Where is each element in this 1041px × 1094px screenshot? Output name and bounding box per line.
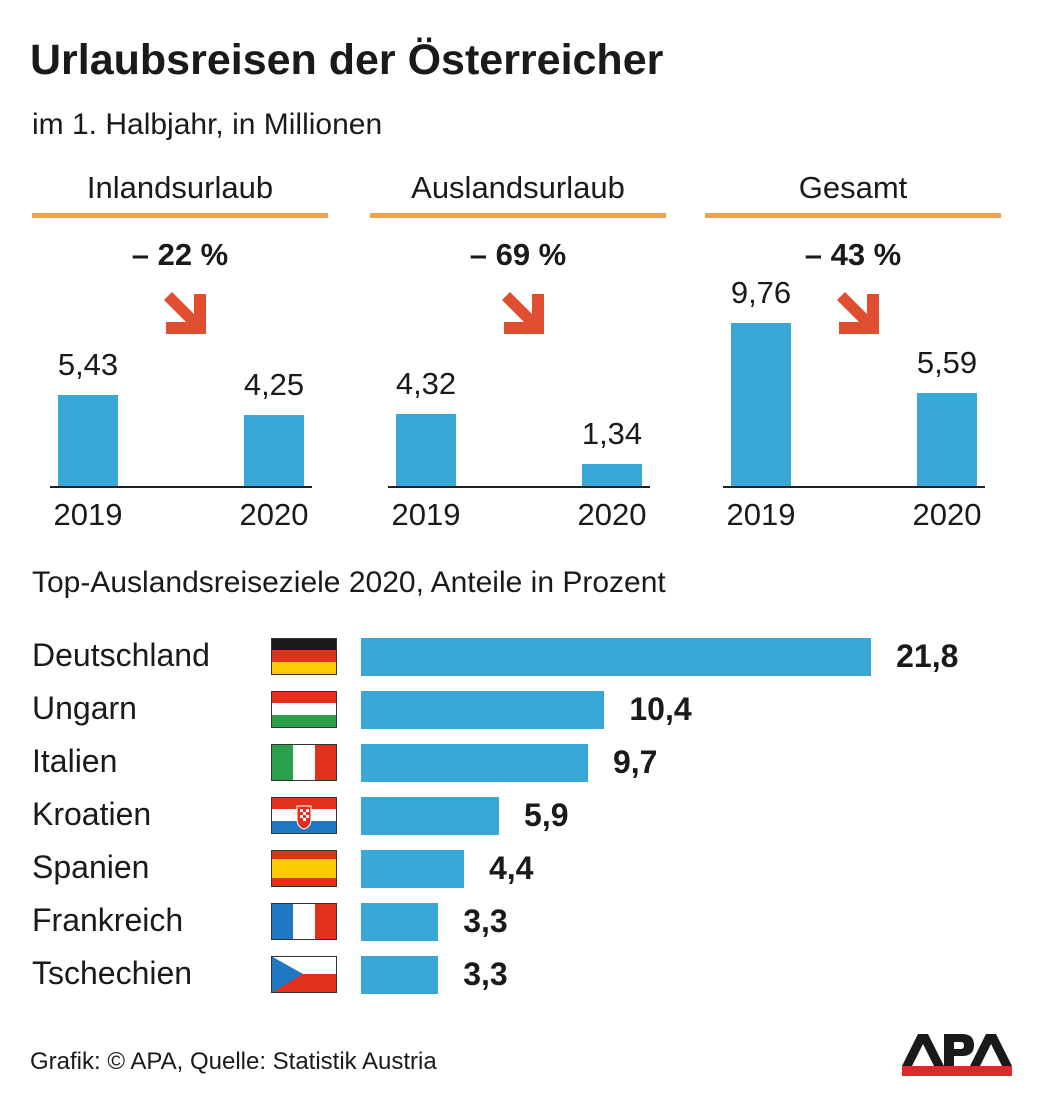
down-arrow-icon [164, 292, 206, 334]
country-label: Tschechien [32, 955, 193, 991]
country-label: Italien [32, 743, 118, 779]
country-label: Kroatien [32, 796, 152, 832]
value-label: 4,32 [395, 365, 457, 401]
bar-2020 [917, 392, 977, 486]
country-label: Ungarn [32, 690, 137, 726]
hbar-Kroatien [361, 797, 500, 835]
flag-italy-icon [271, 744, 337, 781]
value-label: 4,4 [488, 850, 534, 886]
value-label: 5,43 [57, 347, 119, 383]
panel-underline [705, 213, 1001, 218]
panel-title: Inlandsurlaub [86, 170, 274, 205]
down-arrow-icon [837, 292, 879, 334]
year-label: 2020 [239, 497, 309, 532]
value-label: 10,4 [629, 691, 692, 727]
value-label: 5,59 [916, 344, 978, 380]
source-note: Grafik: © APA, Quelle: Statistik Austria [30, 1048, 437, 1075]
panel-underline [32, 213, 328, 218]
country-label: Spanien [32, 849, 150, 885]
panel-underline [370, 213, 666, 218]
year-label: 2019 [726, 497, 796, 532]
year-label: 2020 [577, 497, 647, 532]
flag-hungary-icon [271, 691, 337, 728]
bar-chart-title: Top-Auslandsreiseziele 2020, Anteile in … [32, 566, 666, 599]
country-label: Frankreich [32, 902, 184, 938]
hbar-Tschechien [361, 956, 439, 994]
flag-croatia-icon [271, 797, 337, 834]
year-label: 2019 [53, 497, 123, 532]
hbar-Spanien [361, 850, 464, 888]
value-label: 9,7 [612, 744, 658, 780]
axis-line [723, 486, 985, 488]
country-label: Deutschland [32, 637, 210, 673]
apa-logo [902, 1034, 1012, 1076]
down-arrow-icon [502, 292, 544, 334]
hbar-Deutschland [361, 638, 872, 676]
bar-2019 [731, 323, 791, 486]
axis-line [388, 486, 650, 488]
hbar-Ungarn [361, 691, 605, 729]
bar-2019 [58, 395, 118, 486]
change-label: – 22 % [131, 237, 229, 272]
value-label: 3,3 [463, 903, 508, 939]
year-label: 2019 [391, 497, 461, 532]
value-label: 5,9 [524, 797, 569, 833]
bar-2020 [244, 415, 304, 486]
hbar-Italien [361, 744, 588, 782]
bar-2020 [582, 463, 642, 486]
value-label: 4,25 [243, 367, 305, 403]
panel-title: Auslandsurlaub [411, 170, 625, 205]
value-label: 9,76 [730, 275, 792, 310]
change-label: – 43 % [804, 237, 902, 272]
flag-spain-icon [271, 850, 337, 887]
axis-line [50, 486, 312, 488]
value-label: 21,8 [896, 638, 959, 674]
flag-germany-icon [271, 638, 337, 675]
flag-czech-icon [271, 956, 337, 993]
year-label: 2020 [912, 497, 982, 532]
value-label: 3,3 [463, 956, 508, 992]
bar-2019 [396, 413, 456, 486]
change-label: – 69 % [469, 237, 567, 272]
chart-subtitle: im 1. Halbjahr, in Millionen [32, 108, 383, 141]
hbar-Frankreich [361, 903, 439, 941]
panel-title: Gesamt [798, 170, 908, 205]
chart-title: Urlaubsreisen der Österreicher [30, 36, 664, 84]
value-label: 1,34 [581, 415, 643, 451]
flag-france-icon [271, 903, 337, 940]
